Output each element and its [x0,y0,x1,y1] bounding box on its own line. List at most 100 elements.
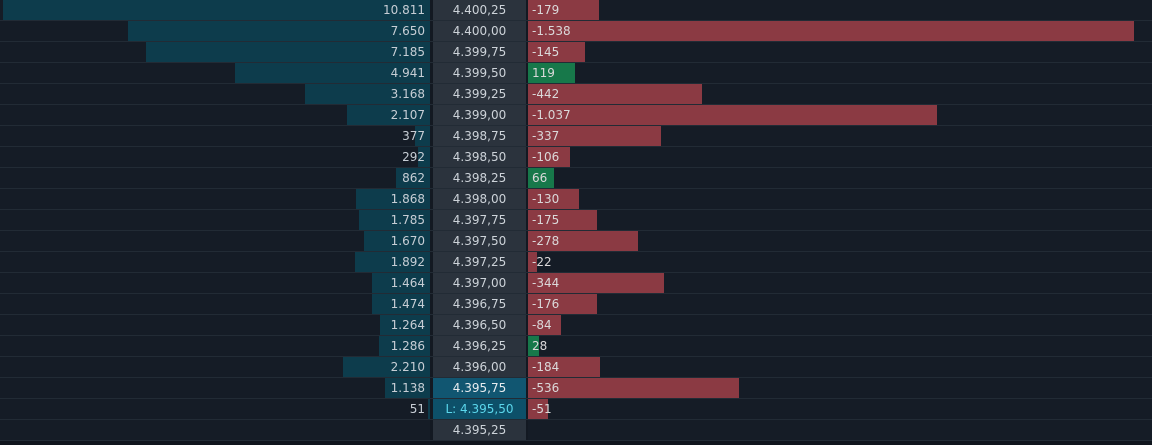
bid-size-cell[interactable]: 2.210 [0,357,430,377]
column-divider [526,336,528,356]
delta-bar [528,273,664,293]
column-divider [430,147,433,167]
delta-cell[interactable]: -106 [528,147,1152,167]
delta-cell[interactable] [528,420,1152,440]
column-divider [526,168,528,188]
delta-cell[interactable]: -337 [528,126,1152,146]
bid-size-label: 1.868 [390,192,425,206]
bid-size-cell[interactable]: 1.785 [0,210,430,230]
bid-size-cell[interactable]: 1.286 [0,336,430,356]
delta-cell[interactable]: -175 [528,210,1152,230]
delta-value-label: -175 [532,213,560,227]
price-cell: 4.400,25 [433,0,526,20]
delta-bar [528,0,599,20]
bid-size-cell[interactable]: 862 [0,168,430,188]
column-divider [526,315,528,335]
column-divider [430,84,433,104]
delta-value-label: -22 [532,255,552,269]
delta-bar [528,21,1134,41]
price-cell: 4.397,75 [433,210,526,230]
bid-size-cell[interactable]: 1.264 [0,315,430,335]
delta-value-label: -344 [532,276,560,290]
bid-size-label: 862 [402,171,425,185]
delta-bar [528,336,539,356]
ladder-row: 1.785 4.397,75 -175 [0,210,1152,231]
ladder-row: 10.811 4.400,25 -179 [0,0,1152,21]
ladder-row: 1.264 4.396,50 -84 [0,315,1152,336]
price-cell: 4.398,50 [433,147,526,167]
price-cell: 4.398,75 [433,126,526,146]
bid-size-cell[interactable]: 1.892 [0,252,430,272]
delta-cell[interactable]: -145 [528,42,1152,62]
delta-cell[interactable]: -442 [528,84,1152,104]
delta-cell[interactable]: -278 [528,231,1152,251]
bid-size-cell[interactable]: 292 [0,147,430,167]
bid-size-cell[interactable]: 4.941 [0,63,430,83]
delta-cell[interactable]: -1.538 [528,21,1152,41]
bid-size-cell[interactable]: 2.107 [0,105,430,125]
bid-size-cell[interactable]: 1.474 [0,294,430,314]
bid-size-cell[interactable]: 377 [0,126,430,146]
bid-size-cell[interactable]: 1.670 [0,231,430,251]
price-cell: 4.399,75 [433,42,526,62]
delta-cell[interactable]: -536 [528,378,1152,398]
bid-size-cell[interactable]: 1.464 [0,273,430,293]
bid-size-cell[interactable] [0,420,430,440]
ladder-row: 1.868 4.398,00 -130 [0,189,1152,210]
delta-cell[interactable]: -84 [528,315,1152,335]
delta-cell[interactable]: 28 [528,336,1152,356]
price-cell: 4.399,25 [433,84,526,104]
delta-value-label: -1.538 [532,24,571,38]
column-divider [430,168,433,188]
bid-size-label: 1.785 [390,213,425,227]
bid-size-label: 7.185 [390,45,425,59]
bid-volume-bar [364,231,430,251]
delta-bar [528,126,661,146]
bid-size-cell[interactable]: 51 [0,399,430,419]
delta-bar [528,210,597,230]
delta-bar [528,84,702,104]
bid-volume-bar [428,399,430,419]
delta-cell[interactable]: 119 [528,63,1152,83]
delta-bar [528,105,937,125]
column-divider [430,210,433,230]
bid-size-cell[interactable]: 1.868 [0,189,430,209]
column-divider [526,399,528,419]
delta-cell[interactable]: 66 [528,168,1152,188]
bid-volume-bar [385,378,430,398]
bid-size-cell[interactable]: 3.168 [0,84,430,104]
delta-cell[interactable]: -179 [528,0,1152,20]
delta-bar [528,357,600,377]
bid-size-label: 10.811 [383,3,425,17]
delta-cell[interactable]: -176 [528,294,1152,314]
bid-volume-bar [146,42,430,62]
delta-cell[interactable]: -130 [528,189,1152,209]
bid-size-cell[interactable]: 10.811 [0,0,430,20]
bid-size-cell[interactable]: 7.650 [0,21,430,41]
delta-cell[interactable]: -184 [528,357,1152,377]
column-divider [430,294,433,314]
delta-cell[interactable]: -344 [528,273,1152,293]
bid-volume-bar [355,252,430,272]
delta-cell[interactable]: -1.037 [528,105,1152,125]
bid-volume-bar [372,273,430,293]
column-divider [430,0,433,20]
ladder-row: 1.138 4.395,75 -536 [0,378,1152,399]
column-divider [526,21,528,41]
delta-cell[interactable]: -22 [528,252,1152,272]
delta-bar [528,294,597,314]
delta-bar [528,63,575,83]
bid-size-label: 2.107 [390,108,425,122]
delta-cell[interactable]: -51 [528,399,1152,419]
delta-value-label: -184 [532,360,560,374]
column-divider [430,315,433,335]
column-divider [526,63,528,83]
bid-volume-bar [3,0,430,20]
bid-size-cell[interactable]: 7.185 [0,42,430,62]
bid-size-label: 1.670 [390,234,425,248]
column-divider [526,420,528,440]
price-cell: 4.400,00 [433,21,526,41]
bid-volume-bar [415,126,430,146]
bid-size-cell[interactable]: 1.138 [0,378,430,398]
price-cell: 4.397,50 [433,231,526,251]
